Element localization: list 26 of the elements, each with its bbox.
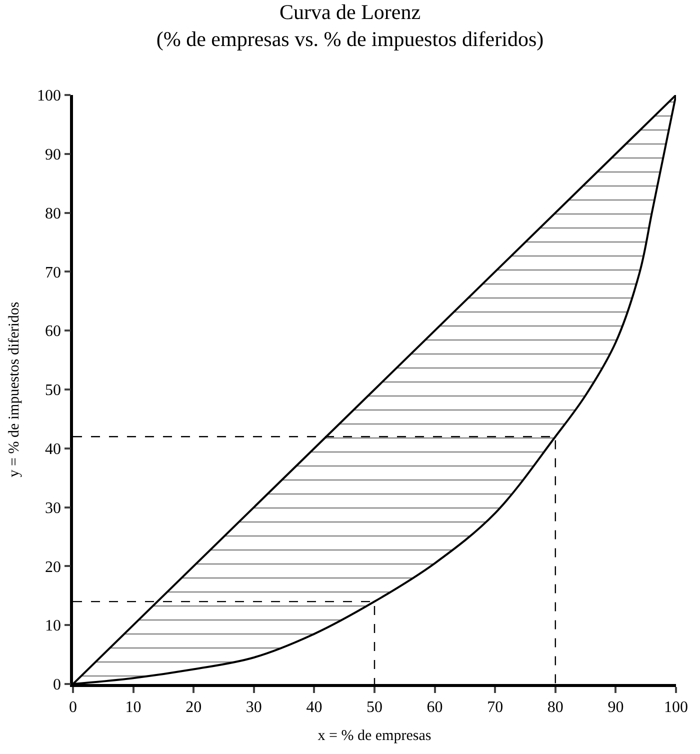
y-tick-label: 60 (45, 323, 62, 340)
x-tick-label: 60 (426, 698, 443, 716)
x-tick-label: 80 (547, 698, 564, 716)
y-tick-label: 10 (45, 618, 62, 635)
y-tick-label: 20 (45, 558, 62, 576)
y-tick-label: 90 (45, 146, 62, 164)
x-tick-label: 0 (69, 698, 77, 716)
chart-subtitle: (% de empresas vs. % de impuestos diferidos) (156, 27, 544, 52)
y-tick-label: 0 (53, 676, 62, 694)
y-axis-title: y = % de impuestos diferidos (6, 302, 22, 478)
y-tick-label: 70 (45, 264, 62, 282)
chart-title: Curva de Lorenz (279, 0, 421, 24)
x-tick-label: 30 (246, 698, 262, 716)
x-tick-label: 50 (366, 698, 382, 716)
x-tick-label: 20 (186, 698, 202, 716)
y-tick-label: 100 (37, 88, 62, 105)
x-tick-label: 70 (487, 698, 504, 716)
x-tick-label: 100 (664, 698, 688, 716)
y-tick-label: 80 (45, 205, 62, 222)
x-tick-label: 40 (306, 698, 322, 716)
y-tick-label: 50 (45, 382, 62, 400)
y-tick-label: 30 (45, 500, 62, 517)
x-tick-label: 90 (608, 698, 624, 716)
y-tick-label: 40 (45, 441, 62, 458)
x-axis-title: x = % de empresas (318, 728, 432, 744)
x-tick-label: 10 (125, 698, 142, 716)
